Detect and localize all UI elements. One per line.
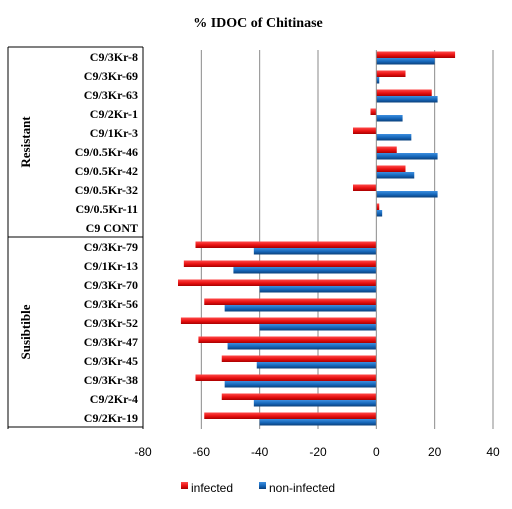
category-label: C9/0.5Kr-32 — [75, 183, 138, 197]
x-tick-labels: -80 -60 -40 -20 0 20 40 — [134, 445, 500, 459]
bar-infected — [376, 70, 406, 77]
legend-label: non-infected — [269, 481, 335, 495]
bar-infected — [183, 260, 377, 267]
category-label: C9/2Kr-1 — [90, 107, 138, 121]
category-label: C9/2Kr-19 — [84, 411, 138, 425]
bar-non-infected — [233, 267, 377, 274]
bar-infected — [376, 165, 406, 172]
bar-non-infected — [224, 305, 377, 312]
category-label: C9 CONT — [86, 221, 138, 235]
bar-infected — [370, 108, 377, 115]
category-label: C9/3Kr-47 — [84, 335, 138, 349]
category-label: C9/3Kr-45 — [84, 354, 138, 368]
category-label: C9/3Kr-79 — [84, 240, 138, 254]
chart-title: % IDOC of Chitinase — [193, 16, 323, 31]
category-labels: Resistant Susibtible C9/3Kr-8 C9/3Kr-69 C9/3… — [18, 50, 138, 425]
category-label: C9/3Kr-56 — [84, 297, 138, 311]
bar-infected — [198, 336, 377, 343]
category-label: C9/0.5Kr-46 — [75, 145, 138, 159]
bar-non-infected — [253, 248, 377, 255]
category-label: C9/0.5Kr-11 — [75, 202, 138, 216]
bar-infected — [376, 51, 456, 58]
bar-non-infected — [376, 191, 438, 198]
bar-non-infected — [253, 400, 377, 407]
bar-non-infected — [256, 362, 377, 369]
x-tick-label: -60 — [193, 445, 211, 459]
x-tick-label: 20 — [428, 445, 442, 459]
bar-non-infected — [376, 115, 403, 122]
bar-infected — [376, 89, 432, 96]
bar-infected — [195, 241, 377, 248]
bar-non-infected — [227, 343, 377, 350]
legend: infected non-infected — [181, 481, 335, 495]
bar-non-infected — [376, 172, 415, 179]
x-tick-label: -20 — [309, 445, 327, 459]
bar-infected — [353, 127, 377, 134]
bar-non-infected — [376, 153, 438, 160]
bar-infected — [204, 298, 377, 305]
legend-swatch-non-infected — [259, 482, 266, 489]
bar-infected — [204, 412, 377, 419]
legend-swatch-infected — [181, 482, 188, 489]
x-tick-label: 40 — [486, 445, 500, 459]
category-label: C9/3Kr-8 — [90, 50, 138, 64]
bar-non-infected — [376, 58, 435, 65]
category-label: C9/3Kr-52 — [84, 316, 138, 330]
bar-infected — [221, 355, 377, 362]
bar-non-infected — [259, 286, 377, 293]
bar-infected — [195, 374, 377, 381]
category-label: C9/0.5Kr-42 — [75, 164, 138, 178]
group-label: Resistant — [18, 116, 33, 168]
bars — [178, 51, 456, 426]
category-label: C9/1Kr-3 — [90, 126, 138, 140]
bar-infected — [178, 279, 377, 286]
group-label: Susibtible — [18, 304, 33, 359]
bar-non-infected — [376, 96, 438, 103]
axes — [7, 46, 377, 429]
bar-non-infected — [376, 77, 380, 84]
bar-non-infected — [376, 134, 412, 141]
bar-infected — [376, 203, 380, 210]
gridlines — [142, 50, 494, 429]
bar-non-infected — [259, 324, 377, 331]
bar-non-infected — [259, 419, 377, 426]
bar-infected — [180, 317, 377, 324]
category-label: C9/3Kr-63 — [84, 88, 138, 102]
category-label: C9/3Kr-69 — [84, 69, 138, 83]
bar-non-infected — [376, 210, 383, 217]
bar-infected — [353, 184, 377, 191]
bar-infected — [221, 393, 377, 400]
category-label: C9/3Kr-38 — [84, 373, 138, 387]
x-tick-label: -80 — [134, 445, 152, 459]
category-label: C9/3Kr-70 — [84, 278, 138, 292]
bar-non-infected — [224, 381, 377, 388]
category-label: C9/1Kr-13 — [84, 259, 138, 273]
legend-label: infected — [191, 481, 233, 495]
x-tick-label: 0 — [373, 445, 380, 459]
category-label: C9/2Kr-4 — [90, 392, 138, 406]
x-tick-label: -40 — [251, 445, 269, 459]
bar-infected — [376, 146, 397, 153]
